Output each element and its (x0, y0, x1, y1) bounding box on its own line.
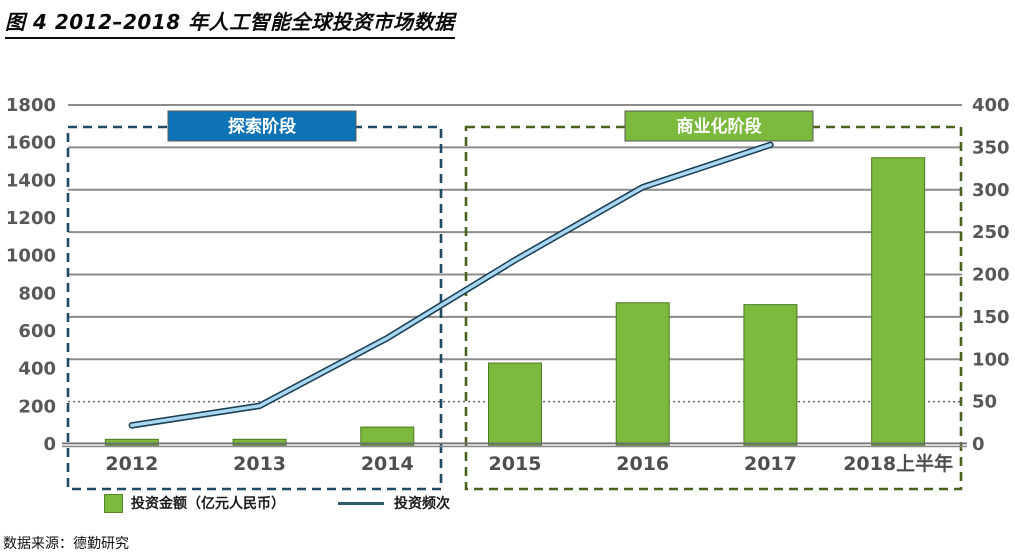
right-axis-tick-250: 250 (972, 222, 1010, 243)
right-axis-tick-350: 350 (972, 137, 1010, 158)
right-axis-tick-200: 200 (972, 265, 1010, 286)
left-axis-tick-1000: 1000 (6, 246, 56, 267)
left-axis-tick-0: 0 (43, 434, 56, 455)
x-axis-label-2018上半年: 2018上半年 (843, 452, 953, 475)
right-axis-tick-0: 0 (972, 434, 985, 455)
figure-title: 图 4 2012–2018 年人工智能全球投资市场数据 (5, 6, 455, 39)
left-axis-tick-1400: 1400 (6, 170, 56, 191)
left-axis-tick-1800: 1800 (6, 95, 56, 116)
legend-item-investment-frequency: 投资频次 (338, 492, 450, 514)
line-series (130, 143, 773, 428)
bar-2017 (743, 304, 798, 446)
phase-label-box-2 (624, 110, 814, 142)
bar-2014 (360, 426, 415, 446)
bar-2012 (104, 438, 159, 446)
bar-series-swatch (104, 493, 123, 513)
left-axis-tick-800: 800 (18, 283, 56, 304)
phase-label-2: 商业化阶段 (677, 116, 762, 137)
right-axis-tick-50: 50 (972, 392, 997, 413)
bar-2018上半年 (871, 157, 926, 446)
left-axis-tick-1600: 1600 (6, 133, 56, 154)
left-axis-tick-200: 200 (18, 396, 56, 417)
left-axis-tick-600: 600 (18, 321, 56, 342)
left-axis-tick-400: 400 (18, 359, 56, 380)
legend-label-investment-amount: 投资金额（亿元人民币） (131, 496, 285, 512)
legend-item-investment-amount: 投资金额（亿元人民币） (104, 492, 285, 514)
right-axis-tick-100: 100 (972, 349, 1010, 370)
chart-legend: 投资金额（亿元人民币） 投资频次 (0, 492, 1015, 516)
x-axis-label-2013: 2013 (233, 453, 286, 475)
left-axis-tick-1200: 1200 (6, 208, 56, 229)
x-axis-label-2012: 2012 (105, 453, 158, 475)
line-series-outline (128, 141, 774, 429)
x-axis-label-2016: 2016 (616, 453, 669, 475)
x-axis-label-2017: 2017 (744, 453, 797, 475)
legend-label-investment-frequency: 投资频次 (394, 496, 450, 512)
right-axis-tick-400: 400 (972, 95, 1010, 116)
phase-label-1: 探索阶段 (228, 116, 296, 137)
right-axis-tick-150: 150 (972, 307, 1010, 328)
x-axis-label-2014: 2014 (361, 453, 414, 475)
x-axis-label-2015: 2015 (489, 453, 542, 475)
bar-2016 (615, 302, 670, 446)
bar-2013 (232, 438, 287, 446)
bar-2015 (488, 362, 542, 446)
right-axis-tick-300: 300 (972, 180, 1010, 201)
data-source-note: 数据来源：德勤研究 (3, 536, 129, 552)
phase-label-box-1 (167, 110, 357, 142)
line-series-swatch (338, 501, 384, 505)
